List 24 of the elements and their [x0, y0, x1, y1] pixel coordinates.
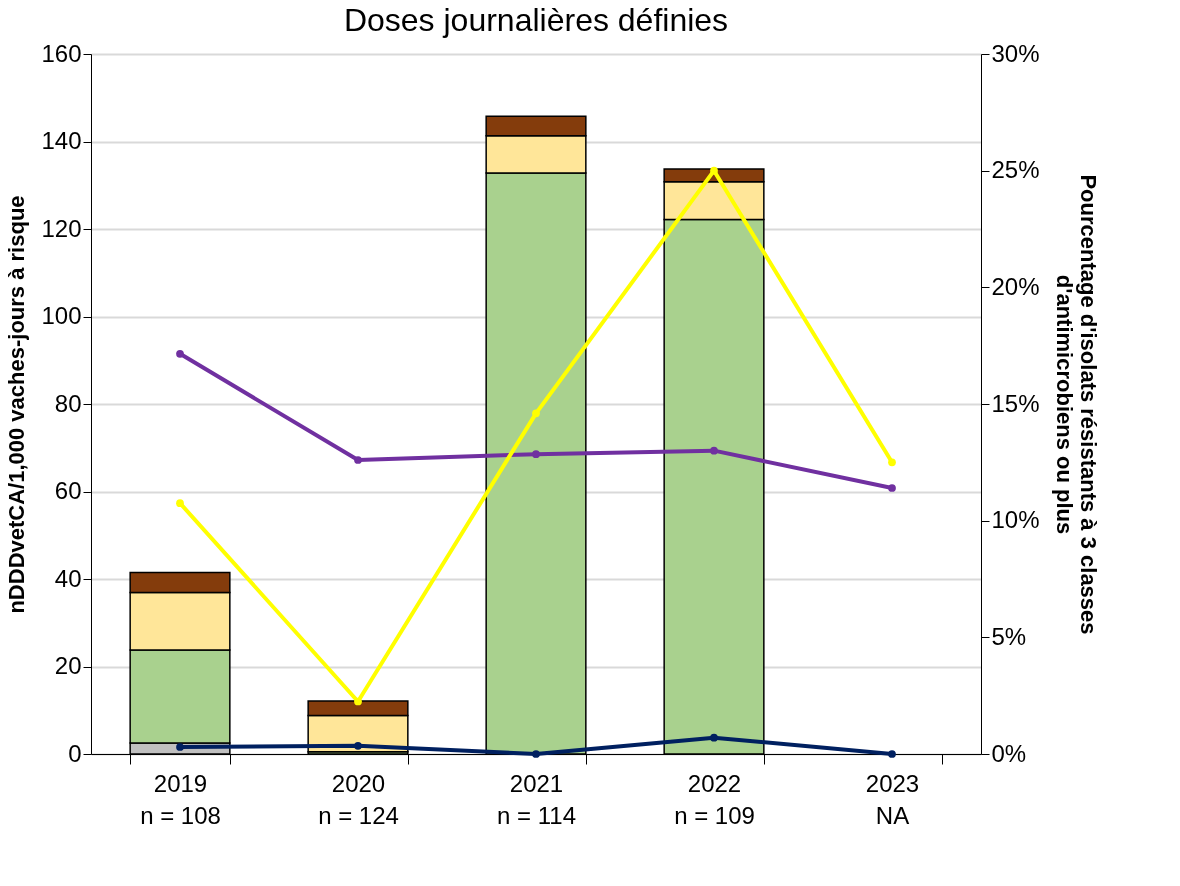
x-tick-label: 2021 n = 114	[497, 769, 576, 829]
x-tick-label: 2019 n = 108	[140, 769, 221, 829]
y-tick-label: 40	[54, 564, 82, 592]
y2-axis-title: Pourcentage d'isolats résistants à 3 classes d'antimicrobiens ou plus	[1051, 174, 1101, 635]
y-tick-label: 160	[41, 39, 82, 67]
y2-tick-label: 0%	[991, 739, 1027, 767]
y-tick-label: 20	[54, 652, 82, 679]
y-tick-label: 140	[41, 127, 82, 154]
y-tick-label: 60	[54, 477, 82, 504]
y-tick-label: 120	[41, 214, 82, 242]
x-tick-label: 2023 NA	[865, 769, 920, 829]
y-tick-label: 100	[41, 302, 82, 329]
x-tick-label: 2020 n = 124	[318, 769, 399, 829]
chart-title: Doses journalières définies	[343, 2, 729, 38]
y2-tick-label: 30%	[991, 39, 1040, 67]
y2-tick-label: 20%	[991, 272, 1040, 300]
y-tick-label: 0	[68, 739, 82, 767]
y-tick-label: 80	[54, 389, 82, 417]
y2-tick-label: 5%	[991, 622, 1027, 650]
y2-tick-label: 15%	[991, 389, 1040, 417]
x-tick-label: 2022 n = 109	[674, 769, 755, 829]
y2-tick-label: 10%	[991, 506, 1040, 534]
y2-tick-label: 25%	[991, 156, 1040, 184]
y-axis-title: nDDDvetCA/1,000 vaches-jours à risque	[4, 195, 30, 614]
